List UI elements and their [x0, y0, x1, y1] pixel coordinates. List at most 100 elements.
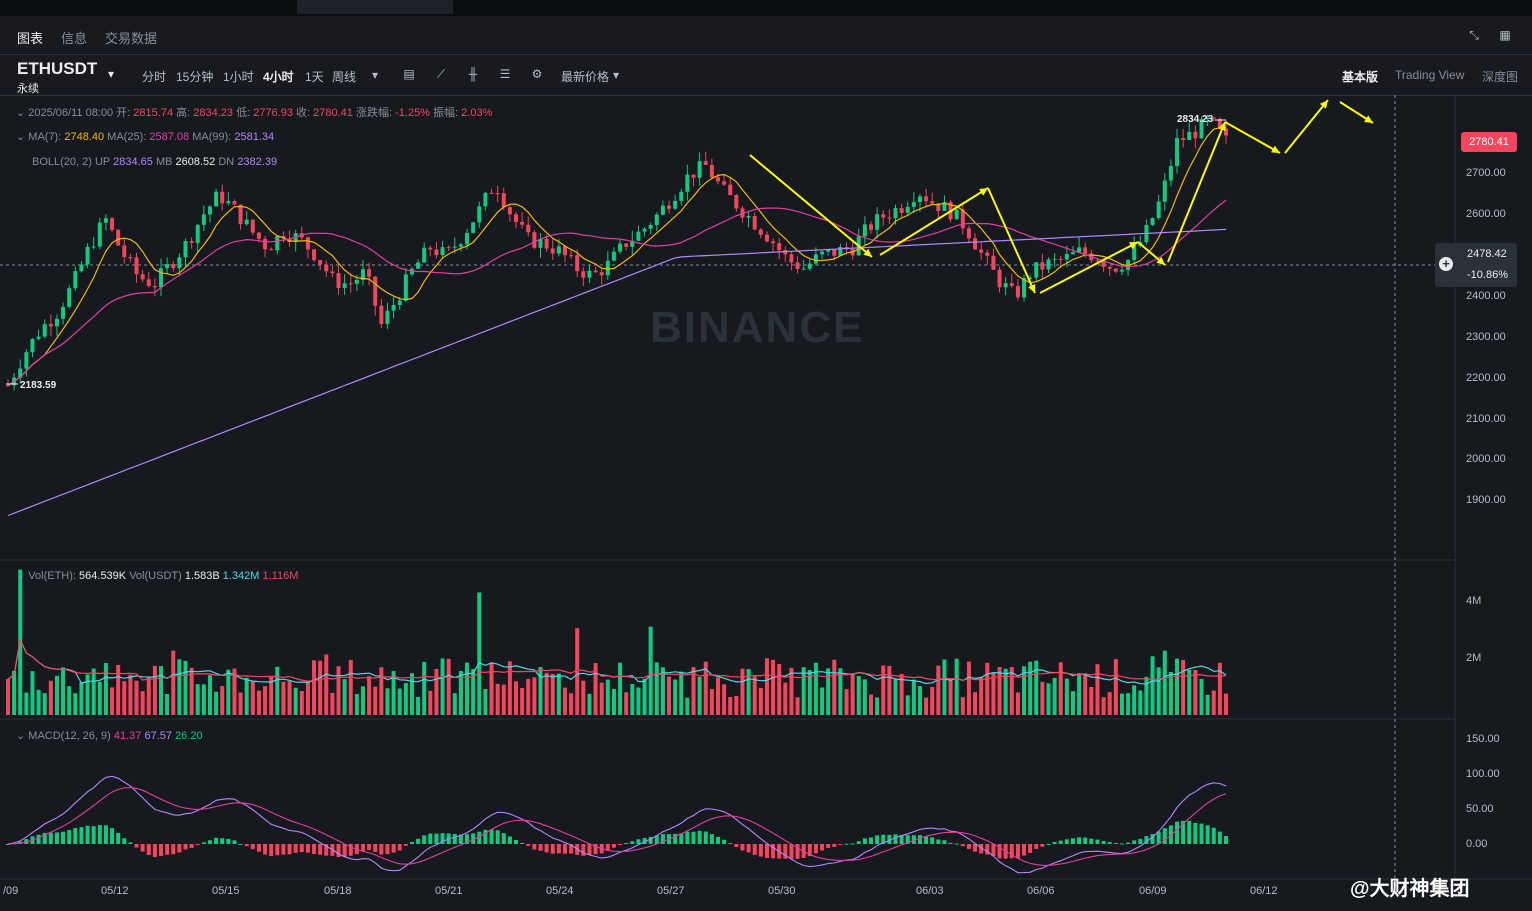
boll-up-value: 2834.65 [113, 156, 153, 168]
macd-histogram-bar [287, 844, 292, 855]
macd-histogram-bar [1175, 821, 1180, 844]
macd-histogram-bar [624, 843, 629, 845]
volume-bar [281, 681, 286, 715]
low-label: 低: [236, 107, 251, 119]
candle-body [789, 254, 794, 263]
ma-collapse-caret-icon[interactable]: ⌄ [16, 131, 29, 143]
macd-histogram-bar [1040, 844, 1045, 847]
candle-body [1211, 117, 1216, 119]
candle-body [599, 272, 604, 276]
interval-week[interactable]: 周线 [332, 70, 357, 84]
view-basic[interactable]: 基本版 [1342, 70, 1379, 84]
volume-bar [514, 681, 519, 715]
price-type-select[interactable]: 最新价格 [561, 70, 610, 84]
macd-histogram-bar [465, 834, 470, 844]
macd-histogram-bar [281, 844, 286, 855]
macd-histogram-bar [673, 833, 678, 844]
interval-1h[interactable]: 1小时 [223, 70, 254, 84]
interval-time[interactable]: 分时 [142, 70, 167, 84]
candle-body [605, 260, 610, 276]
browser-tab[interactable] [297, 0, 453, 14]
macd-histogram-bar [226, 838, 231, 844]
volume-bar [691, 667, 696, 715]
volume-bar [997, 667, 1002, 715]
symbol-dropdown-icon[interactable]: ▾ [108, 67, 115, 81]
macd-histogram-bar [85, 825, 90, 844]
calendar-icon[interactable]: ▤ [403, 67, 415, 81]
volume-bar [801, 667, 806, 715]
macd-histogram-bar [440, 833, 445, 844]
volume-bar [1144, 676, 1149, 715]
volume-bar [611, 688, 616, 715]
volume-bar [777, 663, 782, 715]
volume-bar [985, 662, 990, 715]
macd-histogram-bar [771, 844, 776, 859]
volume-bar [973, 692, 978, 715]
candle-body [1132, 245, 1137, 260]
ma25-label: MA(25): [107, 131, 147, 143]
volume-bar [1181, 660, 1186, 715]
volume-bar [36, 689, 41, 715]
candle-body [458, 244, 463, 247]
volume-tick: 4M [1466, 595, 1482, 607]
macd-histogram-bar [250, 844, 255, 850]
candle-body [538, 239, 543, 248]
layout-icon[interactable]: ☰ [499, 67, 511, 81]
macd-histogram-bar [220, 838, 225, 844]
candle-body [354, 279, 359, 284]
vol-caret-icon[interactable]: ⌄ [16, 570, 29, 582]
time-tick: 05/30 [768, 885, 796, 897]
layout-grid-icon[interactable]: ▦ [1499, 28, 1511, 42]
price-type-dropdown-icon[interactable]: ▾ [613, 68, 620, 82]
price-tick: 2100.00 [1466, 413, 1506, 425]
volume-bar [189, 667, 194, 715]
volume-bar [207, 675, 212, 715]
interval-1d[interactable]: 1天 [305, 70, 324, 84]
interval-more-icon[interactable]: ▾ [372, 68, 379, 82]
candle-body [777, 243, 782, 251]
candle-body [691, 174, 696, 178]
volume-bar [734, 696, 739, 715]
macd-histogram-bar [856, 841, 861, 844]
volume-bar [917, 686, 922, 715]
macd-histogram-bar [1187, 820, 1192, 844]
interval-4h[interactable]: 4小时 [263, 70, 294, 84]
symbol-name[interactable]: ETHUSDT [17, 59, 98, 78]
macd-histogram-bar [1015, 844, 1020, 859]
volume-bar [954, 658, 959, 715]
candle-body [1052, 258, 1057, 260]
candle-body [1224, 128, 1228, 136]
tab-info[interactable]: 信息 [61, 31, 88, 46]
candle-body [91, 246, 96, 248]
candle-body [709, 164, 714, 178]
candle-type-icon[interactable]: ╫ [468, 67, 478, 81]
macd-histogram-bar [403, 844, 408, 846]
collapse-icon[interactable]: ⤡ [1469, 28, 1479, 42]
tab-trading-data[interactable]: 交易数据 [105, 31, 158, 46]
price-tick: 2600.00 [1466, 208, 1506, 220]
indicator-icon[interactable]: ⟋ [436, 67, 446, 81]
view-tradingview[interactable]: Trading View [1395, 68, 1465, 82]
volume-bar [722, 684, 727, 715]
interval-15m[interactable]: 15分钟 [176, 70, 214, 84]
volume-bar [67, 686, 72, 715]
add-alert-icon[interactable]: + [1439, 257, 1453, 271]
volume-bar [458, 671, 463, 715]
candle-body [917, 196, 922, 203]
macd-caret-icon[interactable]: ⌄ [16, 730, 29, 742]
price-tick: 2300.00 [1466, 331, 1506, 343]
macd-histogram-bar [1205, 825, 1210, 844]
candle-body [1205, 117, 1210, 120]
macd-histogram-bar [201, 842, 206, 844]
macd-histogram-bar [244, 844, 249, 847]
candle-body [391, 304, 396, 311]
macd-histogram-bar [159, 844, 164, 857]
candle-body [1168, 166, 1173, 181]
settings-gear-icon[interactable]: ⚙ [531, 67, 543, 81]
collapse-caret-icon[interactable]: ⌄ [16, 107, 29, 119]
macd-histogram-bar [966, 844, 971, 849]
view-depth[interactable]: 深度图 [1482, 70, 1519, 84]
volume-bar [948, 678, 953, 715]
candle-body [728, 184, 733, 196]
